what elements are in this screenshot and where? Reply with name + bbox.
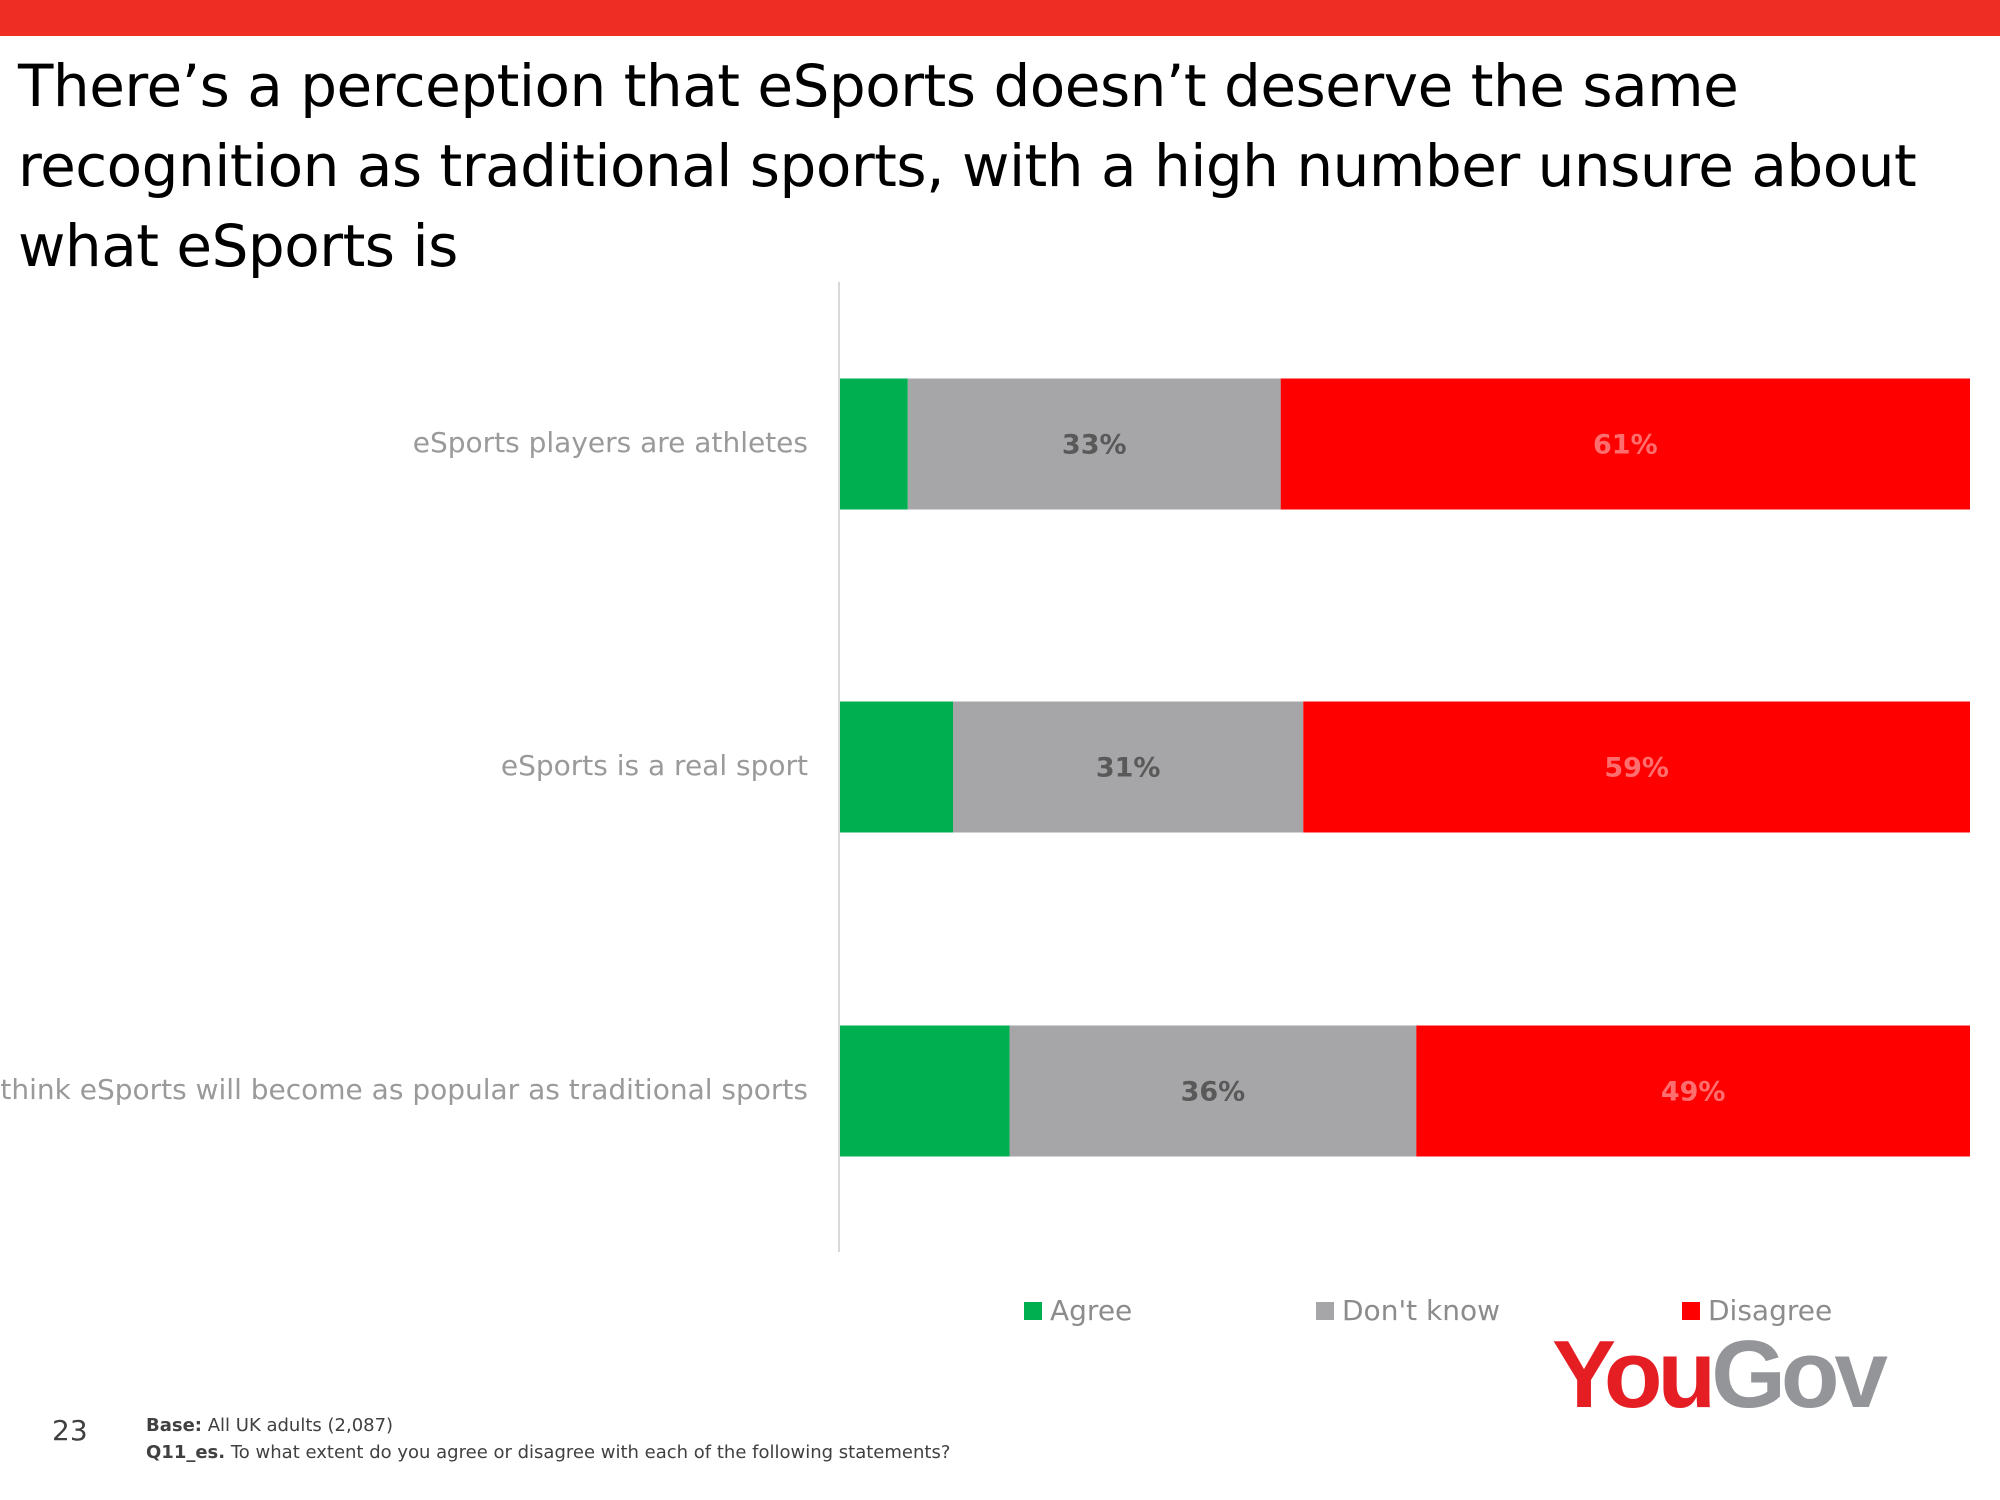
legend-label-agree: Agree xyxy=(1050,1294,1133,1327)
logo-you: You xyxy=(1552,1321,1716,1428)
base-label: Base: xyxy=(146,1415,202,1436)
data-label: 33% xyxy=(1062,430,1127,461)
legend-swatch-dont-know xyxy=(1316,1301,1334,1320)
yougov-logo: YouGov xyxy=(1552,1320,1888,1430)
legend-item-disagree: Disagree xyxy=(1682,1294,1832,1327)
chart-legend: Agree Don't know Disagree xyxy=(0,1294,2000,1334)
bar-segment xyxy=(1009,1025,1417,1157)
category-label: eSports players are athletes xyxy=(413,426,808,459)
bar-segment xyxy=(840,378,908,510)
legend-item-dont-know: Don't know xyxy=(1316,1294,1500,1327)
footnote-question: Q11_es. To what extent do you agree or d… xyxy=(146,1439,950,1466)
question-text: To what extent do you agree or disagree … xyxy=(230,1442,951,1463)
category-label: eSports is a real sport xyxy=(501,749,808,782)
bar-segment xyxy=(1416,1025,1970,1157)
legend-label-disagree: Disagree xyxy=(1708,1294,1833,1327)
stacked-bar-chart: eSports players are athletes 6% 33% 61% eSpo… xyxy=(0,282,1970,1252)
legend-item-agree: Agree xyxy=(1024,1294,1132,1327)
base-text: All UK adults (2,087) xyxy=(207,1415,394,1436)
logo-gov: Gov xyxy=(1711,1321,1888,1428)
bar-segment xyxy=(840,1025,1010,1157)
bar-segment xyxy=(953,701,1304,833)
question-label: Q11_es. xyxy=(146,1442,226,1463)
slide-title: There’s a perception that eSports doesn’… xyxy=(18,52,1917,280)
data-label: 49% xyxy=(1661,1077,1726,1108)
data-label: 6% xyxy=(851,430,897,461)
bar-segment xyxy=(1280,378,1970,510)
legend-label-dont-know: Don't know xyxy=(1342,1294,1501,1327)
top-accent-band xyxy=(0,0,2000,36)
bar-segment xyxy=(840,701,953,833)
bar-segment xyxy=(1303,701,1970,833)
data-label: 61% xyxy=(1593,430,1658,461)
page-number: 23 xyxy=(52,1414,88,1447)
data-label: 10% xyxy=(864,753,929,784)
legend-swatch-agree xyxy=(1024,1301,1042,1320)
data-label: 15% xyxy=(892,1077,957,1108)
category-label: I think eSports will become as popular a… xyxy=(0,1073,808,1106)
footnote-base: Base: All UK adults (2,087) xyxy=(146,1412,950,1439)
legend-swatch-disagree xyxy=(1682,1301,1700,1320)
data-label: 36% xyxy=(1181,1077,1246,1108)
data-label: 59% xyxy=(1604,753,1669,784)
data-label: 31% xyxy=(1096,753,1161,784)
footnote: Base: All UK adults (2,087) Q11_es. To w… xyxy=(146,1412,950,1466)
bar-segment xyxy=(907,378,1281,510)
